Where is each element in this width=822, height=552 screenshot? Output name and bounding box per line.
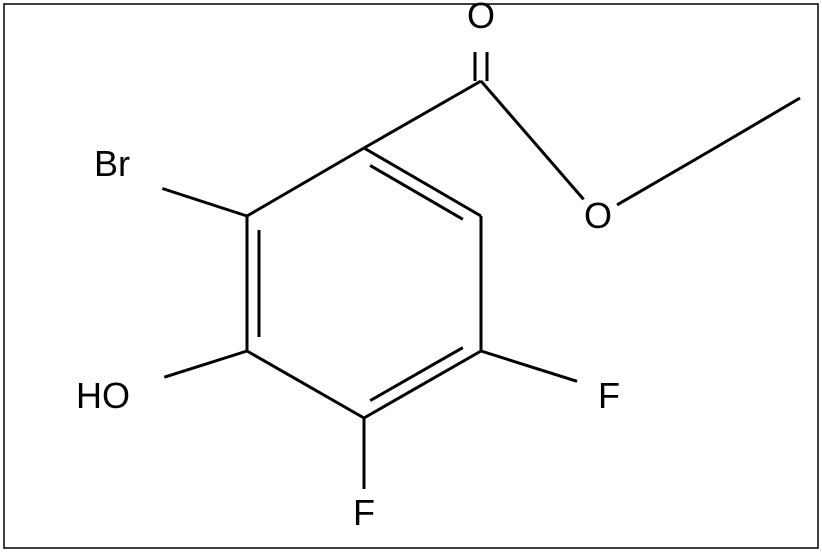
- atom-label-F12: F: [598, 375, 620, 416]
- chemical-structure-diagram: O O F F HO Br: [0, 0, 822, 552]
- atom-label-F13: F: [353, 492, 375, 533]
- atom-label-OH14: HO: [76, 375, 130, 416]
- atom-label-O9: O: [584, 195, 612, 236]
- atom-label-Br15: Br: [94, 143, 130, 184]
- atom-label-O8: O: [467, 0, 495, 36]
